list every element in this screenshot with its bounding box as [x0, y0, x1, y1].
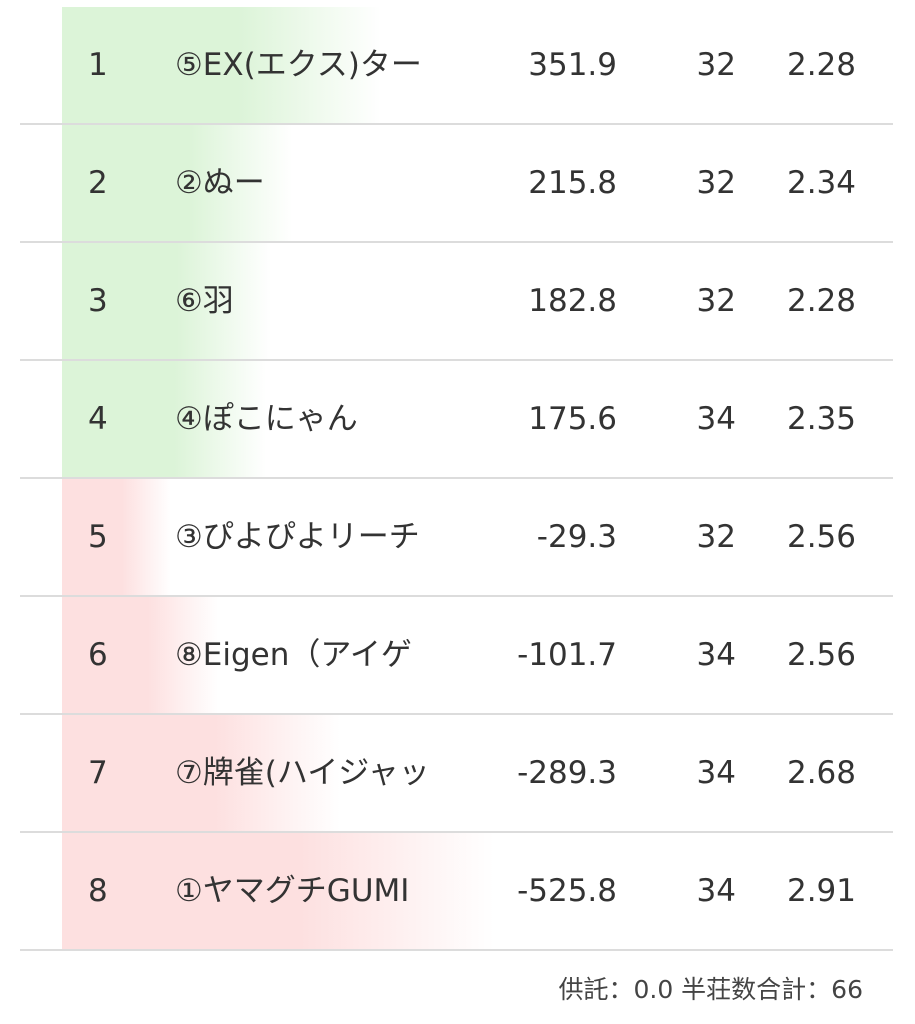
rank-cell: 3: [88, 283, 108, 319]
games-cell: 32: [696, 47, 736, 83]
score-cell: -101.7: [517, 637, 617, 673]
rank-cell: 4: [88, 401, 108, 437]
rank-cell: 8: [88, 873, 108, 909]
rank-cell: 7: [88, 755, 108, 791]
player-name: ②ぬー: [175, 165, 265, 201]
table-row[interactable]: 8 ①ヤマグチGUMI -525.8 34 2.91: [20, 833, 893, 951]
rank-cell: 5: [88, 519, 108, 555]
games-cell: 32: [696, 165, 736, 201]
negative-score-bar: [62, 715, 341, 831]
games-cell: 32: [696, 283, 736, 319]
score-cell: -525.8: [517, 873, 617, 909]
games-cell: 34: [696, 637, 736, 673]
average-rank-cell: 2.68: [786, 755, 856, 791]
table-row[interactable]: 7 ⑦牌雀(ハイジャッ -289.3 34 2.68: [20, 715, 893, 833]
negative-score-bar: [62, 597, 219, 713]
rank-cell: 6: [88, 637, 108, 673]
average-rank-cell: 2.91: [786, 873, 856, 909]
average-rank-cell: 2.28: [786, 283, 856, 319]
positive-score-bar: [62, 361, 267, 477]
score-cell: 175.6: [528, 401, 617, 437]
table-row[interactable]: 1 ⑤EX(エクス)ター 351.9 32 2.28: [20, 7, 893, 125]
score-cell: 215.8: [528, 165, 617, 201]
player-name: ①ヤマグチGUMI: [175, 873, 410, 909]
score-cell: 182.8: [528, 283, 617, 319]
score-cell: -289.3: [517, 755, 617, 791]
average-rank-cell: 2.35: [786, 401, 856, 437]
table-row[interactable]: 6 ⑧Eigen（アイゲ -101.7 34 2.56: [20, 597, 893, 715]
games-cell: 34: [696, 873, 736, 909]
average-rank-cell: 2.56: [786, 519, 856, 555]
summary-footer: 供託：0.0 半荘数合計：66: [558, 975, 863, 1004]
table-row[interactable]: 4 ④ぽこにゃん 175.6 34 2.35: [20, 361, 893, 479]
games-cell: 32: [696, 519, 736, 555]
rank-cell: 1: [88, 47, 108, 83]
negative-score-bar: [62, 833, 494, 949]
player-name: ⑤EX(エクス)ター: [175, 47, 422, 83]
table-row[interactable]: 2 ②ぬー 215.8 32 2.34: [20, 125, 893, 243]
games-cell: 34: [696, 755, 736, 791]
positive-score-bar: [62, 125, 293, 241]
player-name: ⑧Eigen（アイゲ: [175, 637, 412, 673]
player-name: ③ぴよぴよリーチ: [175, 519, 420, 555]
player-name: ④ぽこにゃん: [175, 401, 358, 437]
player-name: ⑦牌雀(ハイジャッ: [175, 755, 430, 791]
games-cell: 34: [696, 401, 736, 437]
table-row[interactable]: 3 ⑥羽 182.8 32 2.28: [20, 243, 893, 361]
average-rank-cell: 2.34: [786, 165, 856, 201]
score-cell: 351.9: [528, 47, 617, 83]
table-row[interactable]: 5 ③ぴよぴよリーチ -29.3 32 2.56: [20, 479, 893, 597]
ranking-table: 1 ⑤EX(エクス)ター 351.9 32 2.28 2 ②ぬー 215.8 32 2.34 3 ⑥羽…: [20, 7, 893, 951]
positive-score-bar: [62, 243, 271, 359]
average-rank-cell: 2.28: [786, 47, 856, 83]
positive-score-bar: [62, 7, 381, 123]
rank-cell: 2: [88, 165, 108, 201]
average-rank-cell: 2.56: [786, 637, 856, 673]
negative-score-bar: [62, 479, 172, 595]
player-name: ⑥羽: [175, 283, 234, 319]
score-cell: -29.3: [536, 519, 617, 555]
